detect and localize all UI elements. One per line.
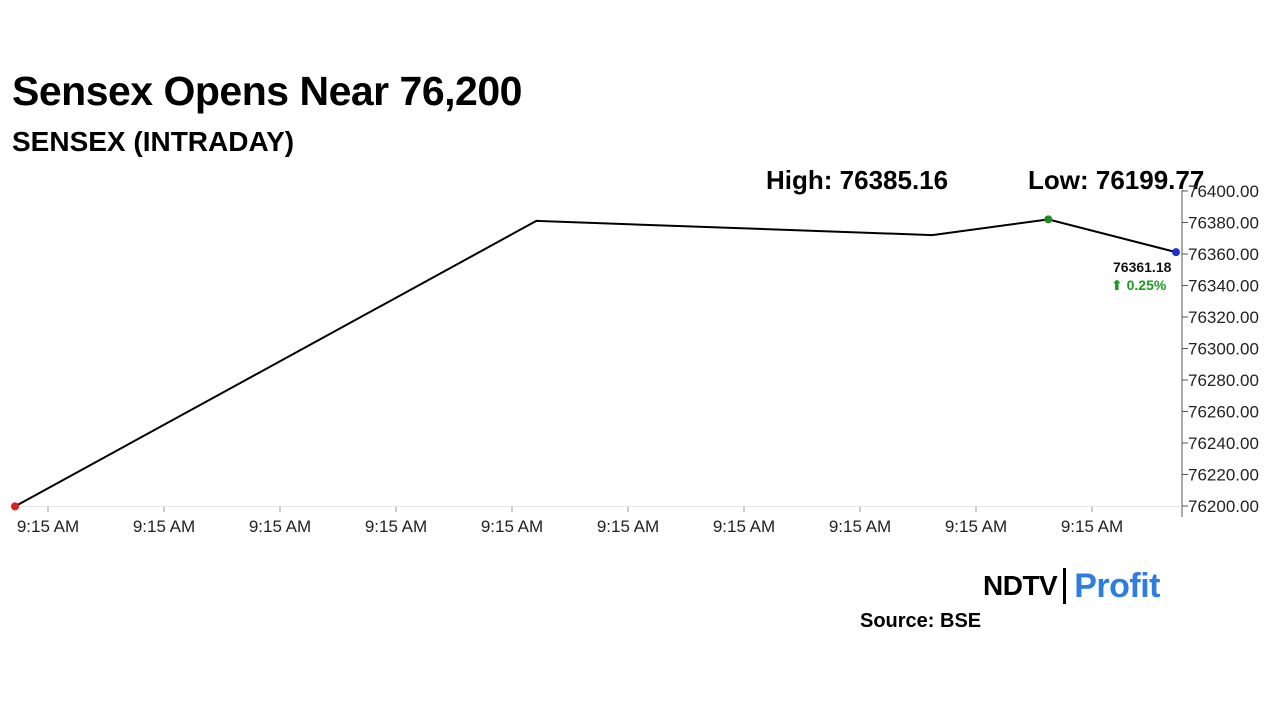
y-axis-ticks: 76200.00 76220.00 76240.00 76260.00 76280.00… [1182, 182, 1259, 516]
chart-subtitle: SENSEX (INTRADAY) [12, 126, 295, 157]
y-tick-label: 76220.00 [1188, 466, 1259, 485]
x-tick-label: 9:15 AM [597, 517, 659, 536]
x-tick-label: 9:15 AM [945, 517, 1007, 536]
series-line [14, 218, 1177, 508]
y-tick-label: 76360.00 [1188, 245, 1259, 264]
logo-ndtv-text: NDTV [983, 570, 1058, 601]
y-tick-label: 76380.00 [1188, 214, 1259, 233]
source-note: Source: BSE [860, 610, 982, 632]
y-tick-label: 76300.00 [1188, 340, 1259, 359]
x-tick-label: 9:15 AM [481, 517, 543, 536]
start-point-marker [11, 502, 19, 511]
last-value-label: 76361.18 [1113, 259, 1172, 275]
logo-divider [1063, 568, 1067, 604]
ndtv-profit-logo: NDTV Profit [983, 566, 1161, 606]
last-point-marker [1172, 248, 1180, 257]
markers [11, 215, 1180, 511]
high-point-marker [1044, 215, 1053, 224]
y-tick-label: 76240.00 [1188, 434, 1259, 453]
last-change-label: ⬆ 0.25% [1111, 277, 1167, 293]
y-tick-label: 76280.00 [1188, 371, 1259, 390]
x-axis-ticks: 9:15 AM 9:15 AM 9:15 AM 9:15 AM 9:15 AM 9:15 … [17, 506, 1123, 536]
high-stat: High: 76385.16 [766, 165, 949, 195]
low-stat: Low: 76199.77 [1028, 165, 1205, 195]
x-tick-label: 9:15 AM [17, 517, 79, 536]
chart-title: Sensex Opens Near 76,200 [12, 68, 522, 114]
y-tick-label: 76340.00 [1188, 277, 1259, 296]
y-tick-label: 76320.00 [1188, 308, 1259, 327]
x-tick-label: 9:15 AM [713, 517, 775, 536]
logo-profit-text: Profit [1074, 566, 1161, 605]
y-tick-label: 76260.00 [1188, 403, 1259, 422]
x-tick-label: 9:15 AM [365, 517, 427, 536]
x-tick-label: 9:15 AM [1061, 517, 1123, 536]
y-tick-label: 76200.00 [1188, 497, 1259, 516]
x-tick-label: 9:15 AM [249, 517, 311, 536]
x-tick-label: 9:15 AM [133, 517, 195, 536]
y-tick-label: 76400.00 [1188, 182, 1259, 201]
x-tick-label: 9:15 AM [829, 517, 891, 536]
